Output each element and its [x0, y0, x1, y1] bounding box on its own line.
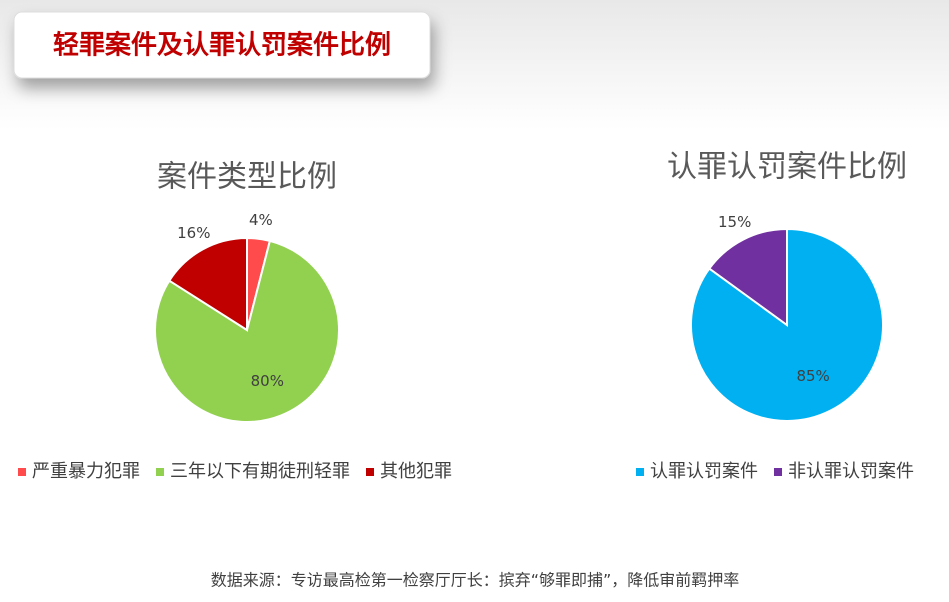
legend-swatch: [636, 468, 644, 476]
data-label: 16%: [177, 224, 210, 242]
legend-label: 严重暴力犯罪: [32, 461, 140, 482]
legend-swatch: [18, 468, 26, 476]
pie-slice: [707, 227, 788, 327]
legend-label: 非认罪认罚案件: [788, 461, 914, 482]
legend-label: 其他犯罪: [380, 461, 452, 482]
header-box: [13, 11, 431, 79]
data-label: 15%: [718, 213, 751, 231]
pie-slice: [154, 239, 340, 423]
chart-title: 案件类型比例: [157, 160, 337, 195]
legend-swatch: [156, 468, 164, 476]
header-title: 轻罪案件及认罪认罚案件比例: [53, 30, 391, 61]
source-note: 数据来源：专访最高检第一检察厅厅长：摈弃“够罪即捕”，降低审前羁押率: [211, 571, 740, 590]
chart-title: 认罪认罚案件比例: [667, 150, 907, 185]
data-label: 4%: [249, 211, 273, 229]
legend-label: 三年以下有期徒刑轻罪: [170, 461, 350, 482]
legend-swatch: [774, 468, 782, 476]
legend-swatch: [366, 468, 374, 476]
legend-label: 认罪认罚案件: [650, 461, 758, 482]
pie-slice: [167, 236, 248, 332]
data-label: 80%: [251, 372, 284, 390]
data-label: 85%: [796, 367, 829, 385]
